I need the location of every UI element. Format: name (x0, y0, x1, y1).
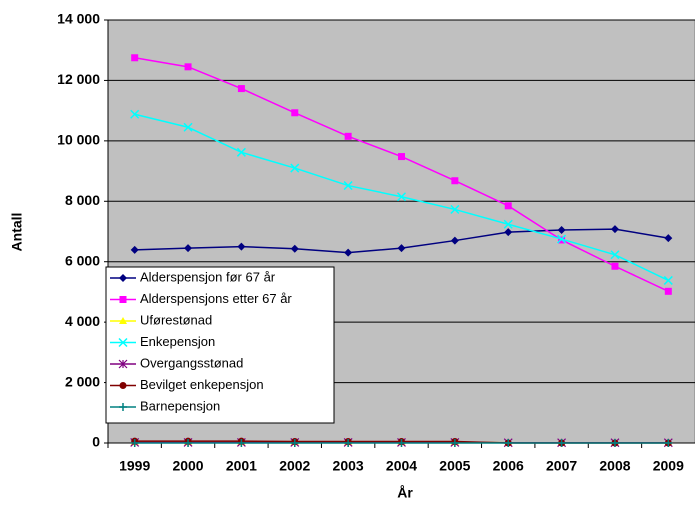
marker (131, 54, 138, 61)
x-tick-label: 1999 (119, 458, 150, 474)
x-tick-label: 2004 (386, 458, 417, 474)
x-tick-label: 2008 (599, 458, 630, 474)
marker (505, 202, 512, 209)
x-tick-label: 2002 (279, 458, 310, 474)
y-tick-label: 2 000 (65, 373, 100, 389)
legend-label: Barnepensjon (140, 398, 220, 413)
y-tick-label: 6 000 (65, 252, 100, 268)
x-tick-label: 2001 (226, 458, 257, 474)
y-tick-label: 10 000 (57, 132, 100, 148)
y-tick-label: 8 000 (65, 192, 100, 208)
legend-label: Alderspensjons etter 67 år (140, 291, 292, 306)
x-tick-label: 2009 (653, 458, 684, 474)
marker (238, 85, 245, 92)
legend-label: Alderspensjon før 67 år (140, 269, 276, 284)
marker (291, 109, 298, 116)
marker (185, 63, 192, 70)
marker (398, 153, 405, 160)
x-tick-label: 2003 (333, 458, 364, 474)
legend-label: Uførestønad (140, 312, 212, 327)
marker (665, 288, 672, 295)
marker (611, 263, 618, 270)
x-tick-label: 2000 (172, 458, 203, 474)
y-tick-label: 0 (92, 434, 100, 450)
x-axis-title: År (397, 485, 413, 501)
legend-label: Enkepensjon (140, 334, 215, 349)
y-tick-label: 12 000 (57, 71, 100, 87)
x-tick-label: 2006 (493, 458, 524, 474)
marker (451, 177, 458, 184)
x-tick-label: 2007 (546, 458, 577, 474)
y-tick-label: 4 000 (65, 313, 100, 329)
y-tick-label: 14 000 (57, 11, 100, 27)
legend-label: Overgangsstønad (140, 355, 243, 370)
x-tick-label: 2005 (439, 458, 470, 474)
legend-label: Bevilget enkepensjon (140, 377, 264, 392)
legend-marker (120, 382, 127, 389)
y-axis-title: Antall (9, 213, 25, 252)
marker (345, 133, 352, 140)
legend-marker (120, 296, 127, 303)
